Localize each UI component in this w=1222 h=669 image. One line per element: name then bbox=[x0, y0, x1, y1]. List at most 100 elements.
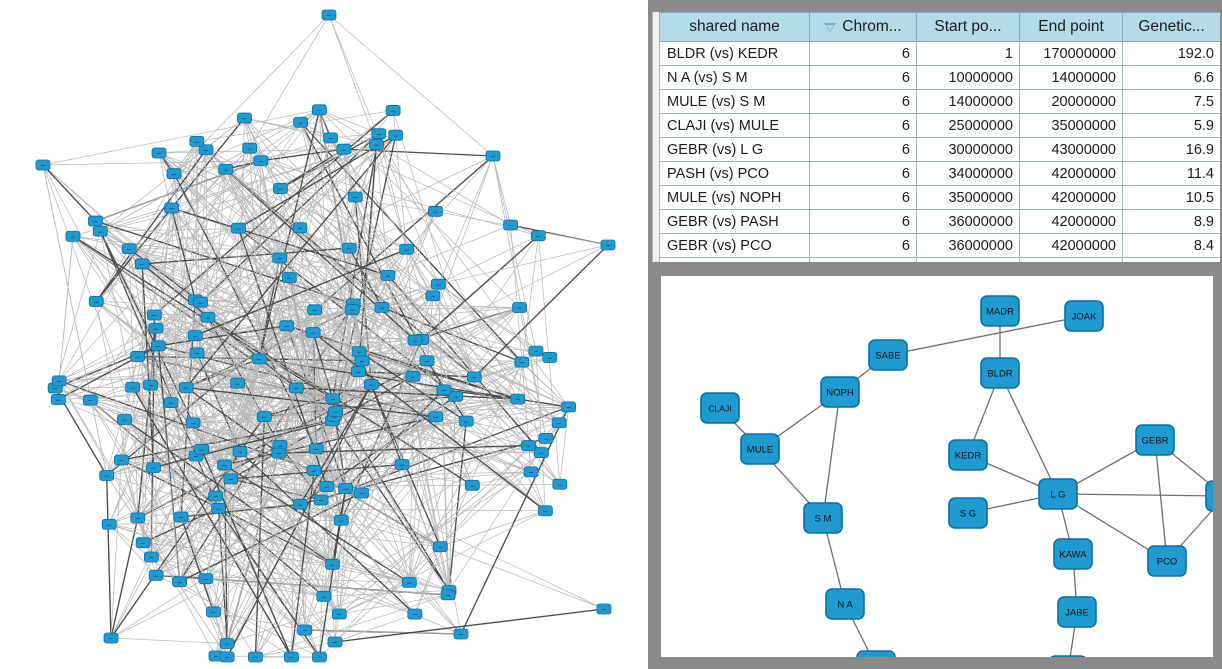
main-network-node[interactable] bbox=[50, 394, 66, 405]
main-network-node[interactable] bbox=[292, 222, 308, 234]
sub-network-node-mule[interactable]: MULE bbox=[740, 433, 780, 465]
table-row[interactable]: N A (vs) S M 6 10000000 14000000 6.6 bbox=[659, 65, 1220, 90]
node-shape[interactable] bbox=[1205, 480, 1213, 512]
main-network-node[interactable] bbox=[512, 302, 527, 313]
sub-network-node-madr[interactable]: MADR bbox=[980, 295, 1020, 327]
table-cell-end-point[interactable]: 20000000 bbox=[1019, 89, 1123, 114]
main-network-node[interactable] bbox=[325, 393, 341, 405]
sub-network-node-bldr[interactable]: BLDR bbox=[980, 357, 1020, 389]
main-network-node[interactable] bbox=[369, 139, 384, 150]
table-cell-chromosome[interactable]: 6 bbox=[809, 89, 917, 114]
node-shape[interactable] bbox=[948, 497, 988, 529]
sub-network-node-jabe[interactable]: JABE bbox=[1057, 596, 1097, 628]
main-network-node[interactable] bbox=[146, 309, 162, 321]
main-network-node[interactable] bbox=[354, 355, 370, 367]
main-network-node[interactable] bbox=[521, 440, 536, 451]
table-cell-genetic[interactable]: 7.5 bbox=[1122, 89, 1220, 114]
main-network-node[interactable] bbox=[374, 301, 390, 313]
main-network-node[interactable] bbox=[178, 382, 194, 393]
main-network-node[interactable] bbox=[146, 462, 161, 474]
sub-network-canvas[interactable]: JOAK MADR SABE BLDR NOPH CLAJI GEBR KEDR MULE L G… bbox=[661, 276, 1213, 657]
main-network-node[interactable] bbox=[117, 414, 132, 425]
sub-network-node-pco[interactable]: PCO bbox=[1147, 545, 1187, 577]
main-network-node[interactable] bbox=[319, 481, 335, 492]
main-network-node[interactable] bbox=[219, 651, 235, 663]
table-cell-chromosome[interactable]: 6 bbox=[809, 137, 917, 162]
main-network-node[interactable] bbox=[272, 252, 288, 264]
table-cell-start-point[interactable]: 10000000 bbox=[916, 65, 1020, 90]
table-row[interactable]: PASH (vs) PCO 6 34000000 42000000 11.4 bbox=[659, 161, 1220, 186]
main-network-node[interactable] bbox=[284, 651, 299, 663]
node-shape[interactable] bbox=[825, 588, 865, 620]
main-network-node[interactable] bbox=[354, 487, 369, 499]
node-shape[interactable] bbox=[1057, 596, 1097, 628]
genetic-distance-table-wrapper[interactable]: shared name Chrom... Start po... End point G… bbox=[659, 12, 1220, 262]
main-network-node[interactable] bbox=[453, 628, 469, 640]
main-network-node[interactable] bbox=[194, 443, 210, 455]
main-network-node[interactable] bbox=[328, 406, 344, 417]
table-header-end-point[interactable]: End point bbox=[1019, 12, 1123, 42]
main-network-node[interactable] bbox=[371, 128, 387, 140]
sub-network-node-n-a[interactable]: N A bbox=[825, 588, 865, 620]
main-network-node[interactable] bbox=[313, 494, 329, 506]
table-cell-start-point[interactable]: 30000000 bbox=[916, 137, 1020, 162]
table-row[interactable]: GEBR (vs) L G 6 30000000 43000000 16.9 bbox=[659, 137, 1220, 162]
main-network-node[interactable] bbox=[336, 143, 352, 155]
main-network-node[interactable] bbox=[189, 135, 205, 147]
main-network-node[interactable] bbox=[217, 459, 232, 471]
table-cell-chromosome[interactable]: 6 bbox=[809, 233, 917, 258]
sub-network-node-gebr[interactable]: GEBR bbox=[1135, 424, 1175, 456]
main-network-node[interactable] bbox=[561, 401, 576, 413]
main-network-node[interactable] bbox=[88, 215, 103, 227]
main-network-node[interactable] bbox=[166, 168, 182, 180]
main-network-node[interactable] bbox=[385, 105, 401, 116]
table-cell-start-point[interactable]: 14000000 bbox=[916, 89, 1020, 114]
main-network-node[interactable] bbox=[530, 230, 546, 242]
main-network-node[interactable] bbox=[164, 202, 179, 214]
node-shape[interactable] bbox=[700, 392, 740, 424]
main-network-node[interactable] bbox=[200, 311, 216, 323]
table-cell-end-point[interactable]: 42000000 bbox=[1019, 233, 1123, 258]
table-cell-chromosome[interactable]: 6 bbox=[809, 209, 917, 234]
main-network-node[interactable] bbox=[344, 304, 360, 316]
main-network-node[interactable] bbox=[148, 322, 164, 334]
sub-network-node-miwe[interactable]: MIWE bbox=[856, 650, 896, 657]
sub-network-node-s-m[interactable]: S M bbox=[803, 502, 843, 534]
main-network-node[interactable] bbox=[187, 330, 203, 342]
main-network-node[interactable] bbox=[125, 381, 141, 393]
table-cell-start-point[interactable]: 36000000 bbox=[916, 233, 1020, 258]
main-network-node[interactable] bbox=[503, 219, 519, 231]
sub-network-node-almch[interactable]: ALMCH bbox=[1049, 655, 1087, 657]
table-body[interactable]: BLDR (vs) KEDR 6 1 170000000 192.0 N A (vs) S… bbox=[659, 41, 1220, 262]
table-header-genetic[interactable]: Genetic... bbox=[1122, 12, 1220, 42]
main-network-node[interactable] bbox=[306, 465, 322, 476]
table-cell-shared-name[interactable]: BLDR (vs) KEDR bbox=[659, 41, 810, 66]
main-network-node[interactable] bbox=[189, 347, 205, 359]
table-cell-genetic[interactable]: 10.5 bbox=[1122, 185, 1220, 210]
node-shape[interactable] bbox=[868, 339, 908, 371]
main-network-node[interactable] bbox=[448, 390, 464, 402]
main-network-node[interactable] bbox=[528, 345, 544, 357]
table-cell-end-point[interactable]: 43000000 bbox=[1019, 137, 1123, 162]
main-network-node[interactable] bbox=[219, 638, 235, 649]
main-network-node[interactable] bbox=[321, 9, 337, 21]
table-cell-end-point[interactable]: 42000000 bbox=[1019, 209, 1123, 234]
main-network-node[interactable] bbox=[307, 304, 323, 316]
node-shape[interactable] bbox=[740, 433, 780, 465]
main-network-node[interactable] bbox=[428, 411, 444, 423]
sub-network-node-kedr[interactable]: KEDR bbox=[948, 439, 988, 471]
main-network-node[interactable] bbox=[253, 155, 269, 167]
table-cell-end-point[interactable]: 35000000 bbox=[1019, 113, 1123, 138]
table-cell-genetic[interactable]: 6.6 bbox=[1122, 65, 1220, 90]
main-network-node[interactable] bbox=[163, 397, 179, 409]
main-network-node[interactable] bbox=[312, 651, 327, 663]
main-network-node[interactable] bbox=[231, 222, 246, 234]
main-network-node[interactable] bbox=[440, 589, 456, 601]
main-network-node[interactable] bbox=[405, 370, 421, 382]
sub-network-node-kawa[interactable]: KAWA bbox=[1053, 538, 1093, 570]
main-network-node[interactable] bbox=[130, 512, 146, 524]
main-network-node[interactable] bbox=[293, 116, 309, 128]
main-network-node[interactable] bbox=[237, 112, 252, 124]
table-cell-end-point[interactable]: 42000000 bbox=[1019, 161, 1123, 186]
table-cell-end-point[interactable]: 42000000 bbox=[1019, 257, 1123, 262]
